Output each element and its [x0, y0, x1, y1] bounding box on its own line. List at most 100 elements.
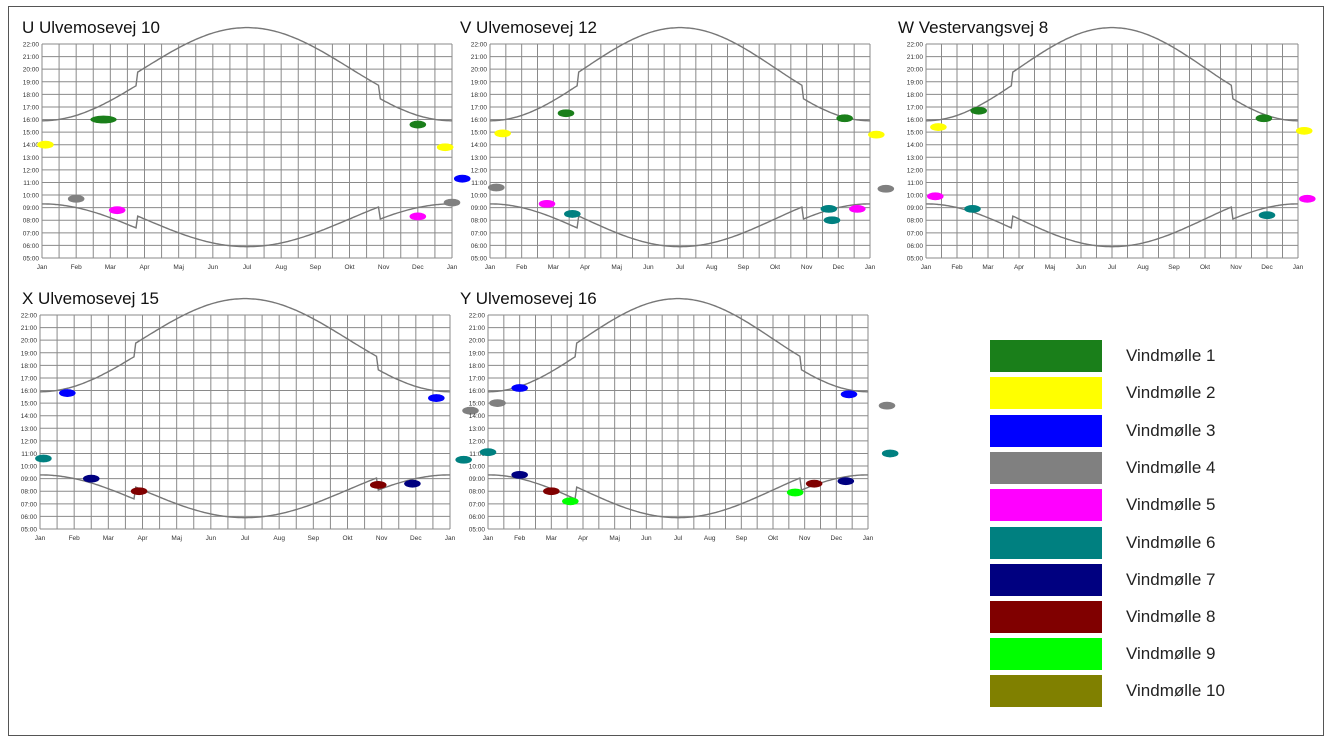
y-tick-label: 05:00	[21, 527, 38, 534]
y-tick-label: 05:00	[23, 256, 40, 263]
legend-item: Vindmølle 3	[990, 415, 1290, 449]
y-tick-label: 08:00	[23, 218, 40, 225]
x-tick-label: Jan	[445, 535, 456, 542]
legend-swatch	[990, 601, 1102, 633]
x-tick-label: Apr	[137, 535, 148, 542]
x-tick-label: Sep	[308, 535, 320, 542]
y-tick-label: 13:00	[471, 155, 488, 162]
y-tick-label: 11:00	[21, 451, 37, 458]
legend-item: Vindmølle 4	[990, 452, 1290, 486]
sunrise-curve	[490, 203, 870, 248]
shadow-marker	[443, 198, 461, 207]
shadow-marker	[455, 455, 472, 464]
shadow-marker	[511, 470, 528, 479]
legend-item: Vindmølle 9	[990, 638, 1290, 672]
x-tick-label: Maj	[173, 264, 183, 271]
x-tick-label: Mar	[546, 535, 558, 542]
sun-shadow-chart: 05:00 06:00 07:00 08:00 09:00 10:00 11:00 12:00…	[471, 26, 895, 271]
sunset-curve	[926, 26, 1298, 122]
x-tick-label: Apr	[580, 264, 591, 271]
y-tick-label: 09:00	[23, 205, 40, 212]
y-tick-label: 21:00	[907, 54, 924, 61]
shadow-marker	[82, 474, 100, 483]
x-tick-label: Dec	[412, 264, 424, 271]
x-tick-label: Maj	[609, 535, 619, 542]
x-tick-label: Feb	[951, 264, 963, 271]
x-tick-label: Maj	[611, 264, 621, 271]
y-tick-label: 15:00	[469, 401, 486, 408]
y-tick-label: 16:00	[469, 388, 486, 395]
legend-item: Vindmølle 2	[990, 377, 1290, 411]
x-tick-label: Jun	[206, 535, 217, 542]
x-tick-label: Dec	[1261, 264, 1273, 271]
y-tick-label: 12:00	[471, 167, 488, 174]
y-tick-label: 13:00	[907, 155, 924, 162]
y-tick-label: 17:00	[907, 104, 924, 111]
shadow-marker	[557, 109, 575, 118]
y-tick-label: 12:00	[907, 167, 924, 174]
y-tick-label: 19:00	[907, 79, 924, 86]
x-tick-label: Jul	[241, 535, 250, 542]
x-tick-label: Nov	[378, 264, 390, 271]
x-tick-label: Apr	[1014, 264, 1025, 271]
y-tick-label: 08:00	[907, 218, 924, 225]
shadow-marker	[538, 199, 556, 208]
x-tick-label: Sep	[310, 264, 322, 271]
x-tick-label: Okt	[770, 264, 780, 271]
shadow-marker	[930, 123, 947, 131]
y-tick-label: 08:00	[21, 489, 38, 496]
shadow-marker	[409, 120, 427, 129]
x-tick-label: Feb	[71, 264, 83, 271]
sun-shadow-chart: 05:00 06:00 07:00 08:00 09:00 10:00 11:00 12:00…	[907, 26, 1316, 271]
shadow-marker	[489, 399, 506, 408]
y-tick-label: 18:00	[471, 92, 488, 99]
y-tick-label: 17:00	[21, 375, 38, 382]
shadow-marker	[1258, 211, 1276, 220]
x-tick-label: Okt	[342, 535, 352, 542]
sunrise-curve	[42, 203, 452, 248]
y-tick-label: 05:00	[469, 527, 486, 534]
x-tick-label: Jan	[865, 264, 876, 271]
legend-swatch	[990, 377, 1102, 409]
chart-title: U Ulvemosevej 10	[22, 18, 160, 37]
x-tick-label: Mar	[982, 264, 994, 271]
y-tick-label: 10:00	[469, 464, 486, 471]
shadow-marker	[479, 448, 497, 457]
sun-shadow-chart: 05:00 06:00 07:00 08:00 09:00 10:00 11:00 12:00…	[21, 297, 479, 542]
shadow-marker	[453, 174, 471, 183]
sunset-curve	[42, 26, 452, 122]
y-tick-label: 19:00	[21, 350, 38, 357]
shadow-marker	[926, 192, 944, 201]
shadow-marker	[881, 449, 899, 458]
shadow-marker	[511, 384, 528, 392]
x-tick-label: Aug	[273, 535, 285, 542]
y-tick-label: 06:00	[907, 243, 924, 250]
y-tick-label: 06:00	[21, 514, 38, 521]
legend-item: Vindmølle 6	[990, 527, 1290, 561]
x-tick-label: Dec	[410, 535, 422, 542]
shadow-marker	[562, 497, 579, 506]
x-tick-label: Okt	[1200, 264, 1210, 271]
y-tick-label: 11:00	[23, 180, 39, 187]
y-tick-label: 06:00	[469, 514, 486, 521]
shadow-marker	[1295, 126, 1313, 135]
y-tick-label: 15:00	[907, 130, 924, 137]
y-tick-label: 22:00	[907, 42, 924, 49]
legend-swatch	[990, 489, 1102, 521]
shadow-marker	[964, 205, 981, 213]
sunset-curve	[40, 297, 450, 393]
y-tick-label: 14:00	[907, 142, 924, 149]
y-tick-label: 07:00	[907, 230, 924, 237]
legend-label: Vindmølle 1	[1126, 346, 1216, 365]
y-tick-label: 11:00	[471, 180, 487, 187]
y-tick-label: 09:00	[471, 205, 488, 212]
legend-swatch	[990, 340, 1102, 372]
x-tick-label: Nov	[376, 535, 388, 542]
x-tick-label: Aug	[706, 264, 718, 271]
legend-label: Vindmølle 5	[1126, 495, 1216, 514]
y-tick-label: 17:00	[469, 375, 486, 382]
y-tick-label: 19:00	[469, 350, 486, 357]
y-tick-label: 07:00	[471, 230, 488, 237]
shadow-marker	[543, 487, 560, 496]
shadow-marker	[436, 143, 454, 152]
